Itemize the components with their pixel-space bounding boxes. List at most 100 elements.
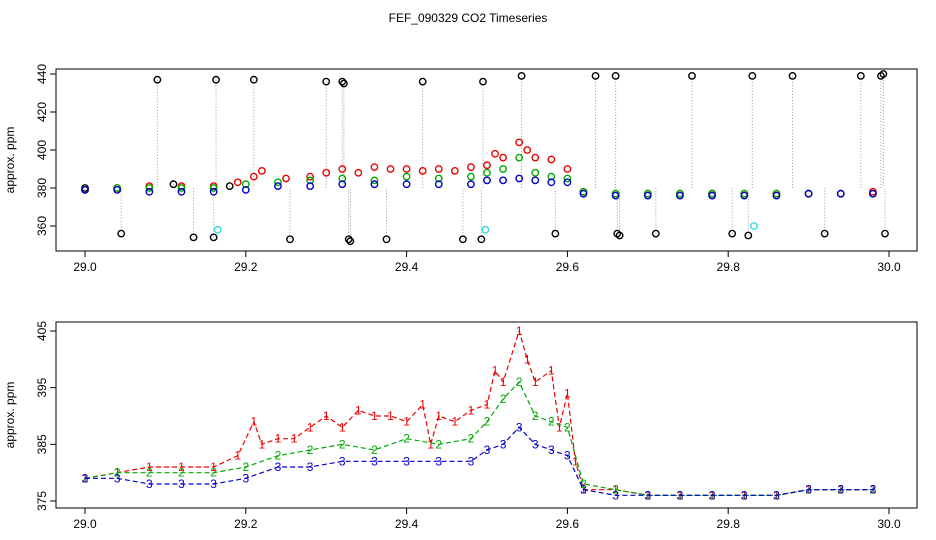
point-black — [477, 235, 486, 244]
point-blue — [338, 180, 347, 189]
point-black — [728, 229, 737, 238]
point-blue — [434, 180, 443, 189]
point-blue — [499, 176, 507, 185]
point-label-3: 3 — [82, 471, 89, 485]
point-label-2: 2 — [435, 437, 442, 451]
point-green — [274, 178, 282, 187]
point-red — [418, 166, 427, 175]
point-red — [257, 166, 266, 175]
point-blue — [772, 191, 781, 200]
point-label-2: 2 — [210, 466, 217, 480]
point-black — [225, 182, 234, 191]
point-black — [286, 235, 294, 244]
point-label-2: 2 — [403, 432, 410, 446]
point-green — [338, 174, 347, 183]
point-label-1: 1 — [178, 460, 185, 474]
point-blue — [531, 176, 540, 185]
point-blue — [209, 187, 218, 196]
point-black — [189, 233, 198, 242]
point-label-3: 3 — [837, 483, 844, 497]
point-red — [282, 174, 290, 183]
point-label-2: 2 — [548, 415, 555, 429]
point-green — [531, 168, 540, 177]
point-black — [338, 77, 347, 86]
point-blue — [836, 189, 845, 198]
point-black — [517, 72, 526, 80]
bottom-x-tick-label: 29.4 — [395, 517, 419, 531]
point-blue — [306, 182, 315, 191]
point-label-2: 2 — [371, 443, 378, 457]
point-label-1: 1 — [492, 364, 499, 378]
point-label-3: 3 — [805, 483, 812, 497]
series-line-1 — [84, 328, 873, 496]
point-label-3: 3 — [612, 488, 619, 502]
point-label-3: 3 — [307, 460, 314, 474]
bottom-y-tick-label: 375 — [35, 491, 49, 511]
point-red — [249, 172, 258, 181]
point-red — [523, 146, 532, 154]
point-label-3: 3 — [644, 488, 651, 502]
point-label-1: 1 — [427, 437, 434, 451]
point-label-2: 2 — [468, 432, 475, 446]
point-green — [483, 168, 491, 177]
top-plot-axes: 29.0 29.2 29.4 29.6 29.8 30.0 360 380 400 420 440 — [35, 64, 901, 274]
point-green — [370, 176, 379, 185]
point-black — [418, 77, 427, 86]
point-label-3: 3 — [468, 454, 475, 468]
point-label-1: 1 — [371, 409, 378, 423]
point-green — [145, 184, 154, 192]
point-blue — [804, 189, 813, 198]
point-label-1: 1 — [307, 420, 314, 434]
point-label-2: 2 — [146, 466, 153, 480]
point-blue — [547, 178, 556, 187]
point-label-1: 1 — [355, 403, 362, 417]
point-red — [467, 163, 475, 172]
point-label-2: 2 — [484, 415, 491, 429]
point-blue — [402, 180, 411, 189]
bottom-x-tick-label: 29.2 — [234, 517, 258, 531]
point-label-1: 1 — [524, 352, 531, 366]
point-black — [820, 229, 829, 238]
point-label-1: 1 — [532, 375, 539, 389]
top-x-tick-label: 29.6 — [556, 260, 580, 274]
point-black — [212, 75, 220, 84]
point-label-2: 2 — [516, 375, 523, 389]
top-y-axis-label: approx. ppm — [3, 127, 17, 194]
top-plot-drops — [120, 74, 886, 242]
point-red — [386, 165, 395, 173]
point-green — [402, 172, 411, 181]
point-green — [563, 174, 572, 183]
point-label-1: 1 — [484, 398, 491, 412]
point-label-1: 1 — [870, 483, 877, 497]
point-blue — [81, 185, 89, 194]
point-red — [434, 165, 443, 173]
point-label-1: 1 — [516, 324, 523, 338]
bottom-x-tick-label: 29.0 — [73, 517, 97, 531]
point-label-1: 1 — [612, 483, 619, 497]
point-label-3: 3 — [114, 471, 121, 485]
point-red — [306, 172, 315, 181]
point-blue — [515, 174, 524, 183]
point-label-2: 2 — [275, 449, 282, 463]
point-black — [748, 72, 757, 80]
point-label-2: 2 — [339, 437, 346, 451]
top-x-tick-label: 29.0 — [73, 260, 97, 274]
point-black — [249, 75, 258, 84]
point-black — [117, 229, 126, 238]
point-red — [515, 138, 524, 147]
point-label-1: 1 — [275, 432, 282, 446]
point-black — [615, 231, 624, 240]
point-label-3: 3 — [275, 460, 282, 474]
point-red — [547, 155, 556, 164]
point-label-1: 1 — [556, 420, 563, 434]
point-green — [547, 172, 556, 181]
top-y-tick-label: 400 — [35, 140, 49, 160]
point-blue — [483, 176, 491, 185]
point-blue — [708, 191, 717, 200]
point-label-2: 2 — [532, 409, 539, 423]
point-black — [458, 235, 467, 244]
point-label-3: 3 — [178, 477, 185, 491]
point-blue — [370, 180, 379, 189]
point-black — [322, 77, 331, 86]
